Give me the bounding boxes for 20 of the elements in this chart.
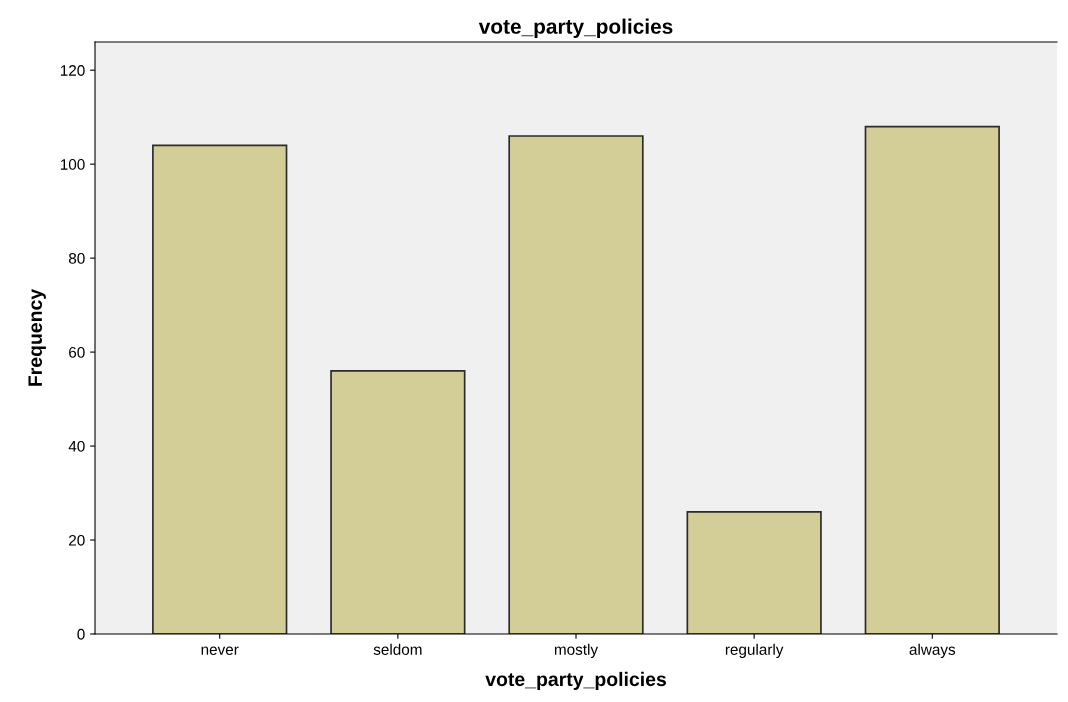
chart-title: vote_party_policies [478, 18, 673, 38]
y-tick-label: 80 [68, 252, 85, 264]
y-tick-label: 120 [60, 65, 85, 76]
bar [330, 370, 466, 634]
x-tick-label: never [201, 646, 239, 655]
y-axis-title: Frequency [28, 288, 46, 386]
y-tick-label: 0 [77, 628, 85, 640]
x-tick-label: mostly [554, 643, 599, 658]
x-tick-label: always [909, 643, 956, 658]
bar [152, 144, 288, 634]
x-axis-title: vote_party_policies [485, 671, 666, 690]
y-tick-label: 100 [60, 159, 85, 170]
x-tick-label: regularly [725, 643, 784, 658]
y-tick-label: 20 [69, 534, 85, 546]
bar [686, 511, 822, 634]
bar [864, 125, 1000, 634]
bar [508, 135, 644, 634]
x-tick-label: seldom [373, 643, 422, 655]
y-tick-label: 40 [68, 440, 85, 452]
y-tick-label: 60 [69, 346, 85, 358]
